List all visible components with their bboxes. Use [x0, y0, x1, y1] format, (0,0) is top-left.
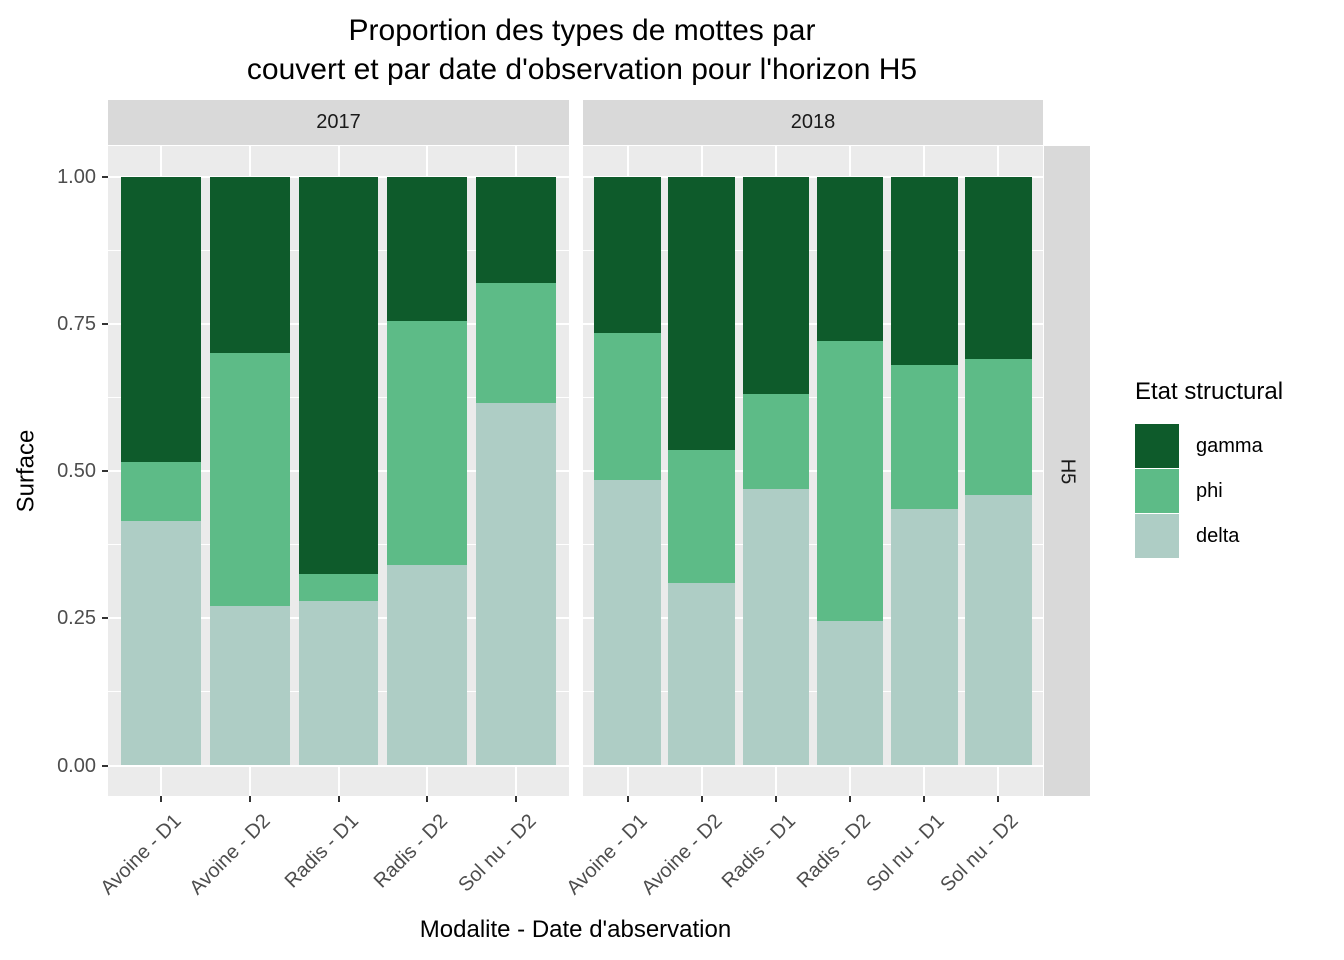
- x-tick: [849, 796, 852, 802]
- bar-segment-gamma: [298, 176, 379, 575]
- y-major-gridline: [583, 470, 1043, 473]
- x-tick: [774, 796, 777, 802]
- bar-segment-gamma: [965, 176, 1032, 360]
- facet-strip-2017: 2017: [108, 100, 569, 145]
- bar-segment-delta: [965, 494, 1032, 766]
- facet-strip-h5-label: H5: [1056, 458, 1079, 484]
- y-axis-title: Surface: [4, 146, 48, 796]
- facet-strip-2018-label: 2018: [790, 111, 836, 133]
- legend-swatch-delta: [1135, 514, 1179, 558]
- bar-segment-delta: [475, 403, 556, 766]
- bar-segment-phi: [668, 450, 736, 583]
- x-tick: [514, 796, 517, 802]
- bar-segment-phi: [387, 320, 468, 566]
- bar-segment-gamma: [742, 176, 810, 395]
- x-tick: [248, 796, 251, 802]
- x-tick: [426, 796, 429, 802]
- x-tick: [997, 796, 1000, 802]
- bar-segment-gamma: [816, 176, 884, 342]
- legend-label-delta: delta: [1196, 524, 1240, 547]
- x-axis-label-text: Sol nu - D1: [862, 810, 949, 897]
- facet-strip-2017-label: 2017: [316, 111, 361, 133]
- bar-segment-delta: [298, 600, 379, 766]
- bar-segment-delta: [387, 565, 468, 766]
- bar-segment-phi: [298, 574, 379, 601]
- legend-label-gamma: gamma: [1196, 434, 1263, 457]
- y-major-gridline: [583, 764, 1043, 767]
- facet-strip-h5: H5: [1044, 146, 1090, 796]
- bar-segment-phi: [475, 282, 556, 404]
- legend-items: gamma phi delta: [1135, 424, 1283, 558]
- y-axis-title-text: Surface: [12, 429, 39, 513]
- y-minor-gridline: [583, 249, 1043, 251]
- bar-segment-delta: [668, 582, 736, 766]
- bar-segment-phi: [594, 332, 661, 480]
- x-tick: [923, 796, 926, 802]
- legend-swatch-gamma: [1135, 424, 1179, 468]
- bar-segment-gamma: [890, 176, 958, 366]
- bar-segment-gamma: [668, 176, 736, 451]
- legend-item: phi: [1135, 469, 1283, 513]
- bar-segment-phi: [742, 394, 810, 489]
- x-axis-title: Modalite - Date d'abservation: [419, 916, 732, 943]
- x-axis-label-text: Avoine - D1: [562, 810, 653, 900]
- bar-segment-delta: [209, 606, 290, 766]
- y-minor-gridline: [583, 396, 1043, 398]
- x-axis-label-text: Radis - D1: [718, 810, 801, 893]
- bar-segment-delta: [890, 509, 958, 766]
- bar-segment-gamma: [387, 176, 468, 321]
- x-axis-label-text: Sol nu - D2: [936, 810, 1024, 897]
- legend-title: Etat structural: [1135, 378, 1284, 405]
- x-axis-label-text: Avoine - D1: [96, 810, 186, 900]
- plot-title-line1: Proportion des types de mottes par: [348, 14, 816, 47]
- x-tick: [626, 796, 629, 802]
- plot-title: Proportion des types de mottes par couve…: [0, 11, 1164, 89]
- bar-segment-gamma: [121, 176, 202, 463]
- legend-swatch-phi: [1135, 469, 1179, 513]
- panel-2017: [108, 146, 569, 796]
- legend-item: gamma: [1135, 424, 1283, 468]
- bar-segment-gamma: [594, 176, 661, 333]
- x-tick: [700, 796, 703, 802]
- bar-segment-phi: [816, 341, 884, 622]
- bar-segment-delta: [742, 488, 810, 766]
- x-axis-label-text: Avoine - D2: [185, 810, 275, 900]
- y-major-gridline: [583, 617, 1043, 620]
- facet-strip-2018: 2018: [583, 100, 1043, 145]
- x-axis-label-text: Radis - D1: [280, 810, 364, 893]
- y-minor-gridline: [583, 691, 1043, 693]
- bar-segment-phi: [121, 462, 202, 522]
- y-minor-gridline: [583, 544, 1043, 546]
- bar-segment-phi: [209, 353, 290, 607]
- bar-segment-phi: [965, 359, 1032, 495]
- bar-segment-gamma: [475, 176, 556, 283]
- panel-2018: [583, 146, 1043, 796]
- y-major-gridline: [583, 322, 1043, 325]
- bar-segment-delta: [816, 621, 884, 766]
- bar-segment-phi: [890, 365, 958, 510]
- bar-segment-delta: [121, 521, 202, 766]
- x-tick: [337, 796, 340, 802]
- x-axis-label-text: Avoine - D2: [637, 810, 727, 900]
- x-axis-label-text: Sol nu - D2: [454, 810, 541, 897]
- legend: Etat structural gamma phi delta: [1135, 378, 1283, 559]
- plot-title-line2: couvert et par date d'observation pour l…: [246, 53, 918, 86]
- bar-segment-gamma: [209, 176, 290, 354]
- x-axis-label-text: Radis - D2: [792, 810, 875, 893]
- x-axis-label-text: Radis - D2: [369, 810, 452, 893]
- x-tick: [160, 796, 163, 802]
- legend-item: delta: [1135, 514, 1283, 558]
- y-major-gridline: [583, 175, 1043, 178]
- legend-label-phi: phi: [1196, 479, 1223, 502]
- bar-segment-delta: [594, 479, 661, 766]
